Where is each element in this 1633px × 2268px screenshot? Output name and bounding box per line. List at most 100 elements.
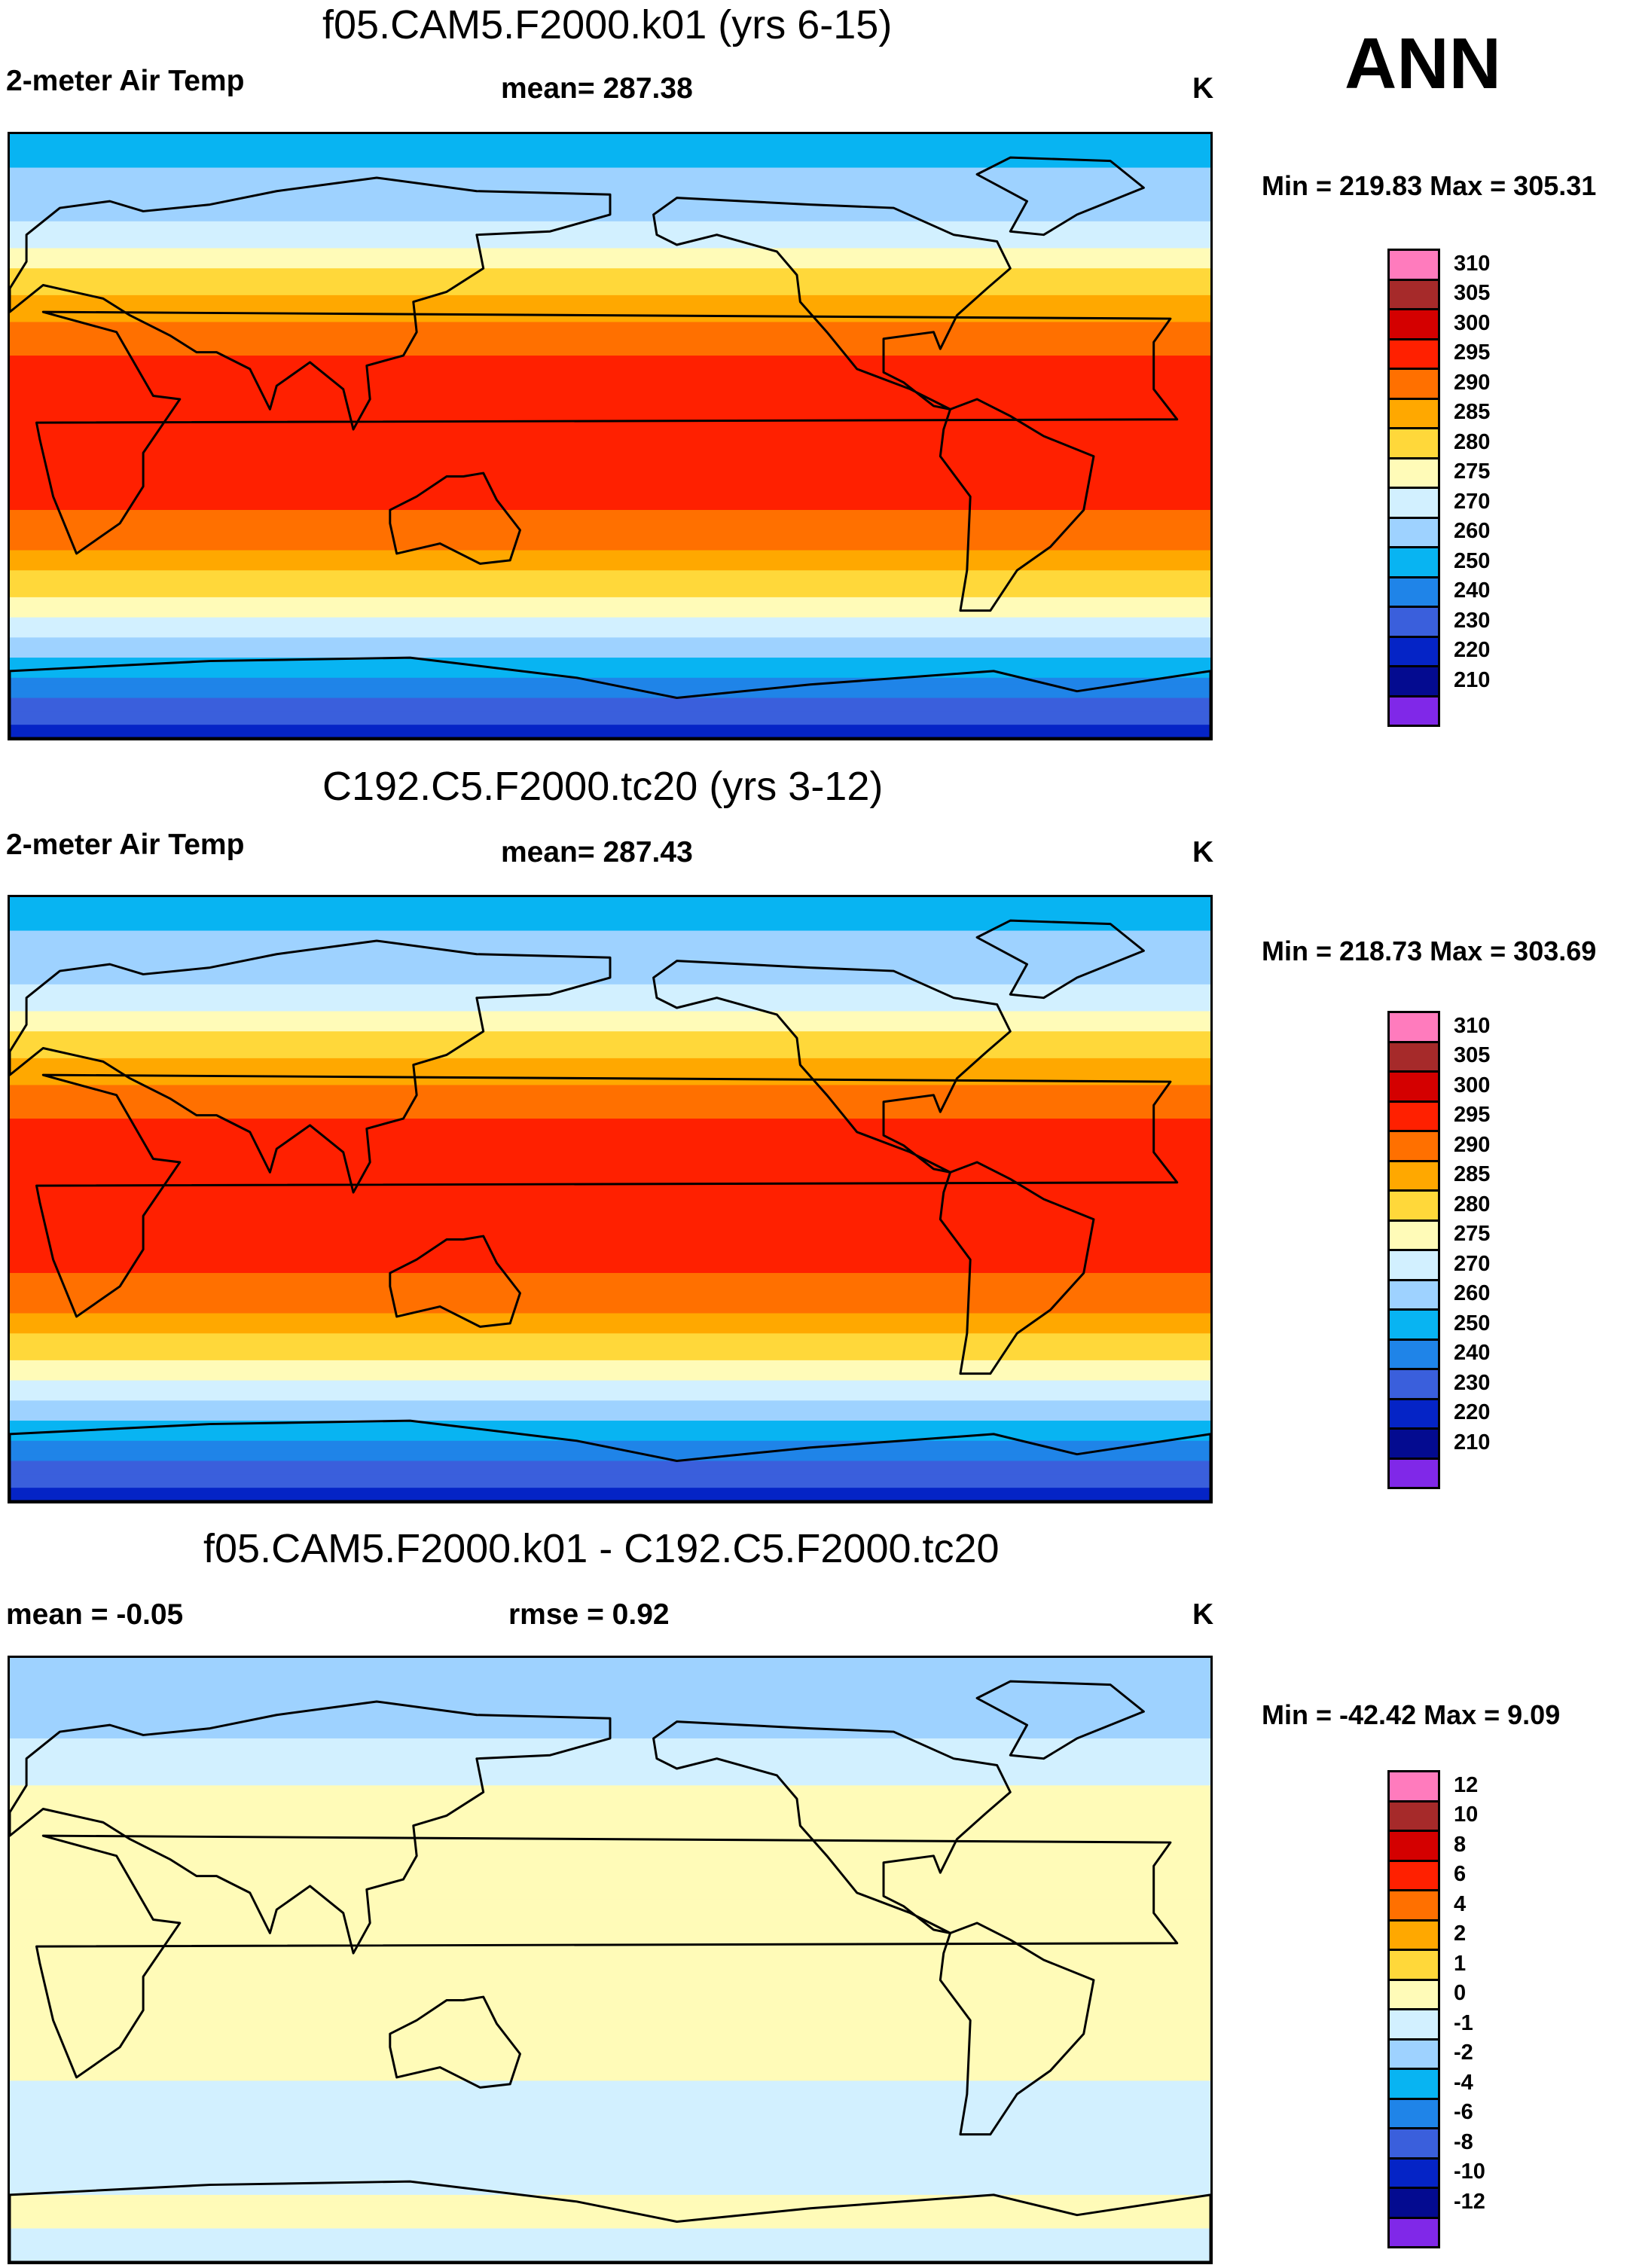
- zonal-band: [10, 181, 1210, 189]
- zonal-band: [10, 2047, 1210, 2055]
- zonal-band: [10, 1818, 1210, 1827]
- colorbar-cell: [1387, 2187, 1440, 2219]
- zonal-band: [10, 670, 1210, 679]
- zonal-band: [10, 1799, 1210, 1806]
- coastline-australia: [389, 1235, 521, 1328]
- zonal-band: [10, 1488, 1210, 1495]
- zonal-band: [10, 1474, 1210, 1482]
- zonal-band: [10, 429, 1210, 437]
- zonal-band: [10, 174, 1210, 182]
- zonal-band: [10, 2034, 1210, 2041]
- colorbar-tick-label: 1: [1454, 1951, 1467, 1976]
- colorbar-cell: [1387, 337, 1440, 370]
- zonal-band: [10, 1018, 1210, 1026]
- colorbar-cell: [1387, 1249, 1440, 1281]
- colorbar-tick-label: 210: [1454, 667, 1491, 692]
- zonal-band: [10, 704, 1210, 713]
- zonal-band: [10, 1825, 1210, 1833]
- colorbar-cell: [1387, 1830, 1440, 1862]
- zonal-band: [10, 577, 1210, 585]
- panel3-title: f05.CAM5.F2000.k01 - C192.C5.F2000.tc20: [203, 1526, 1000, 1571]
- zonal-band: [10, 1051, 1210, 1059]
- zonal-band: [10, 991, 1210, 999]
- zonal-band: [10, 1806, 1210, 1813]
- colorbar-cell: [1387, 1978, 1440, 2010]
- zonal-band: [10, 570, 1210, 578]
- panel3-map: [8, 1656, 1213, 2264]
- zonal-band: [10, 2067, 1210, 2075]
- colorbar-cell: [1387, 1770, 1440, 1802]
- zonal-band: [10, 490, 1210, 497]
- zonal-band: [10, 1387, 1210, 1395]
- zonal-band: [10, 1933, 1210, 1941]
- colorbar-cell: [1387, 249, 1440, 281]
- zonal-band: [10, 603, 1210, 612]
- zonal-band: [10, 416, 1210, 423]
- colorbar-cell: [1387, 516, 1440, 548]
- zonal-band: [10, 462, 1210, 471]
- colorbar-tick-label: 210: [1454, 1430, 1491, 1455]
- zonal-band: [10, 530, 1210, 538]
- zonal-band: [10, 423, 1210, 430]
- zonal-band: [10, 2120, 1210, 2129]
- zonal-band: [10, 1738, 1210, 1746]
- colorbar-tick-label: 290: [1454, 370, 1491, 395]
- zonal-band: [10, 2114, 1210, 2122]
- zonal-band: [10, 134, 1210, 142]
- zonal-band: [10, 1192, 1210, 1200]
- panel1-mean: mean= 287.38: [501, 72, 693, 105]
- zonal-band: [10, 1205, 1210, 1213]
- zonal-band: [10, 2101, 1210, 2108]
- zonal-band: [10, 1393, 1210, 1402]
- zonal-band: [10, 536, 1210, 545]
- colorbar-tick-label: -6: [1454, 2100, 1473, 2124]
- colorbar-cell: [1387, 1100, 1440, 1132]
- zonal-band: [10, 597, 1210, 605]
- coastline-australia: [389, 472, 521, 565]
- zonal-band: [10, 1380, 1210, 1388]
- zonal-band: [10, 2168, 1210, 2175]
- zonal-band: [10, 1960, 1210, 1967]
- zonal-band: [10, 1024, 1210, 1033]
- colorbar-tick-label: 8: [1454, 1832, 1467, 1857]
- colorbar-cell: [1387, 1338, 1440, 1370]
- zonal-band: [10, 1172, 1210, 1180]
- zonal-band: [10, 188, 1210, 195]
- zonal-band: [10, 2187, 1210, 2196]
- zonal-band: [10, 1744, 1210, 1753]
- zonal-band: [10, 1414, 1210, 1421]
- zonal-band: [10, 308, 1210, 316]
- zonal-band: [10, 1286, 1210, 1294]
- zonal-band: [10, 268, 1210, 276]
- colorbar-cell: [1387, 606, 1440, 638]
- colorbar-cell: [1387, 1889, 1440, 1922]
- zonal-band: [10, 590, 1210, 598]
- colorbar-tick-label: 285: [1454, 400, 1491, 424]
- colorbar-tick-label: 300: [1454, 310, 1491, 335]
- zonal-band: [10, 261, 1210, 270]
- colorbar-cell: [1387, 2008, 1440, 2041]
- coastline-namerica: [652, 197, 1012, 411]
- zonal-band: [10, 677, 1210, 685]
- zonal-band: [10, 1058, 1210, 1066]
- zonal-band: [10, 1885, 1210, 1894]
- panel2-title: C192.C5.F2000.tc20 (yrs 3-12): [322, 764, 884, 809]
- zonal-band: [10, 1778, 1210, 1787]
- panel1-map: [8, 132, 1213, 740]
- zonal-band: [10, 725, 1210, 732]
- zonal-band: [10, 1658, 1210, 1665]
- zonal-band: [10, 1279, 1210, 1287]
- zonal-band: [10, 2040, 1210, 2048]
- zonal-band: [10, 1273, 1210, 1281]
- panel3-units: K: [1192, 1598, 1214, 1631]
- zonal-band: [10, 382, 1210, 390]
- zonal-band: [10, 1845, 1210, 1854]
- colorbar-cell: [1387, 1427, 1440, 1460]
- zonal-band: [10, 1347, 1210, 1354]
- zonal-band: [10, 951, 1210, 958]
- zonal-band: [10, 409, 1210, 417]
- zonal-band: [10, 1926, 1210, 1934]
- zonal-band: [10, 1400, 1210, 1409]
- zonal-band: [10, 1467, 1210, 1476]
- zonal-band: [10, 1940, 1210, 1947]
